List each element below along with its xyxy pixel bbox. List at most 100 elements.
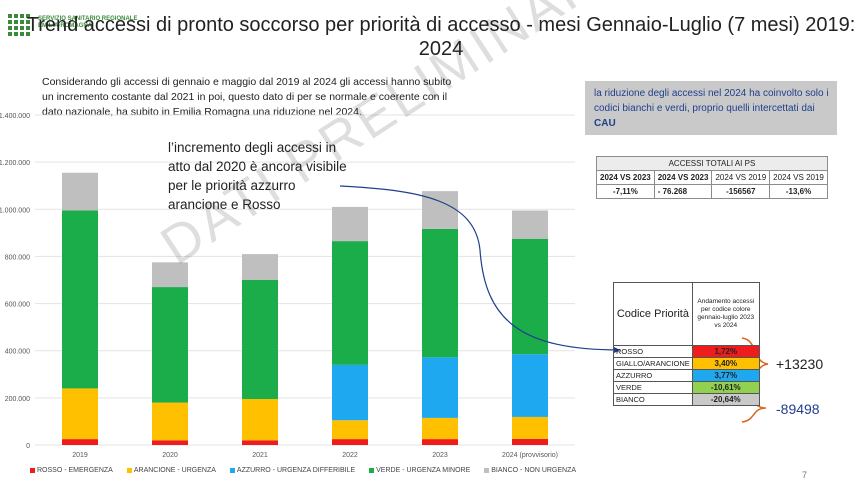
- priority-row: AZZURRO 3,77%: [613, 369, 760, 382]
- bar-segment: [332, 439, 368, 445]
- bar-segment: [512, 438, 548, 445]
- priority-row: BIANCO -20,64%: [613, 393, 760, 406]
- page-number: 7: [802, 470, 808, 480]
- legend-item: AZZURRO - URGENZA DIFFERIBILE: [229, 467, 356, 474]
- chart-legend: ROSSO - EMERGENZA ARANCIONE - URGENZA AZZU…: [30, 467, 590, 474]
- totals-col-4: 2024 VS 2019: [769, 170, 828, 185]
- priority-value: 1,72%: [691, 345, 760, 358]
- x-tick-label: 2019: [72, 452, 88, 459]
- logo-line2: EMILIA-ROMAGNA: [38, 23, 92, 29]
- legend-label: VERDE - URGENZA MINORE: [376, 467, 471, 474]
- x-tick-label: 2023: [432, 452, 448, 459]
- y-tick-label: 800.000: [5, 254, 30, 261]
- bar-segment: [152, 440, 188, 445]
- bar-segment: [332, 364, 368, 421]
- x-tick-label: 2021: [252, 452, 268, 459]
- bar-segment: [512, 354, 548, 417]
- priority-value: -10,61%: [691, 381, 760, 394]
- bar-segment: [242, 280, 278, 400]
- bar-segment: [332, 206, 368, 242]
- totals-table: ACCESSI TOTALI AI PS 2024 VS 2023 2024 V…: [596, 156, 828, 199]
- totals-val-3: -156567: [711, 184, 771, 199]
- priority-row: VERDE -10,61%: [613, 381, 760, 394]
- legend-label: AZZURRO - URGENZA DIFFERIBILE: [236, 467, 356, 474]
- bar-segment: [152, 287, 188, 403]
- logo-line1: SERVIZIO SANITARIO REGIONALE: [38, 16, 138, 22]
- y-tick-label: 1.400.000: [0, 113, 30, 120]
- bar-segment: [422, 357, 458, 418]
- x-tick-label: 2024 (provvisorio): [502, 452, 558, 459]
- priority-value: 3,77%: [691, 369, 760, 382]
- legend-swatch: [484, 467, 490, 473]
- priority-value: -20,64%: [691, 393, 760, 406]
- bar-segment: [332, 241, 368, 365]
- bar-segment: [242, 440, 278, 445]
- chart-bars: [62, 172, 548, 445]
- totals-col-1: 2024 VS 2023: [596, 170, 655, 185]
- priority-table: Codice Priorità Andamento accessi per co…: [613, 282, 760, 406]
- legend-label: BIANCO - NON URGENZA: [491, 467, 577, 474]
- note-box: [585, 81, 837, 135]
- slide-title: Trend accessi di pronto soccorso per pri…: [26, 14, 856, 60]
- y-tick-label: 0: [26, 443, 30, 450]
- callout-text: l’incremento degli accessi in atto dal 2…: [168, 140, 347, 212]
- bar-segment: [62, 439, 98, 445]
- legend-swatch: [126, 467, 132, 473]
- legend-item: ARANCIONE - URGENZA: [126, 467, 216, 474]
- priority-value: 3,40%: [691, 357, 760, 370]
- legend-swatch: [30, 467, 35, 473]
- x-tick-label: 2022: [342, 452, 358, 459]
- bar-segment: [242, 399, 278, 441]
- legend-item: VERDE - URGENZA MINORE: [369, 467, 470, 474]
- priority-label: BIANCO: [613, 393, 693, 406]
- bar-segment: [62, 172, 98, 211]
- note-highlight: CAU: [594, 118, 616, 129]
- bar-segment: [422, 417, 458, 440]
- legend-item: BIANCO - NON URGENZA: [484, 467, 576, 474]
- bar-segment: [422, 439, 458, 445]
- regione-logo-icon: [8, 14, 30, 36]
- chart-gridlines: [35, 114, 575, 446]
- priority-row: GIALLO/ARANCIONE 3,40%: [613, 357, 760, 370]
- priority-label: ROSSO: [613, 345, 693, 358]
- totals-col-3: 2024 VS 2019: [711, 170, 771, 185]
- bar-segment: [152, 262, 188, 288]
- legend-item: ROSSO - EMERGENZA: [30, 467, 113, 474]
- bar-segment: [62, 210, 98, 389]
- y-tick-label: 400.000: [5, 349, 30, 356]
- legend-label: ROSSO - EMERGENZA: [37, 467, 113, 474]
- totals-val-2: - 76.268: [653, 184, 713, 199]
- group-total-down: -89498: [776, 401, 820, 417]
- priority-label: GIALLO/ARANCIONE: [613, 357, 693, 370]
- bar-segment: [152, 402, 188, 441]
- totals-val-1: -7,11%: [596, 184, 655, 199]
- x-tick-label: 2020: [162, 452, 178, 459]
- totals-val-4: -13,6%: [769, 184, 828, 199]
- logo-text: SERVIZIO SANITARIO REGIONALE EMILIA-ROMA…: [38, 16, 137, 30]
- y-tick-label: 1.200.000: [0, 160, 30, 167]
- y-tick-label: 200.000: [5, 396, 30, 403]
- totals-col-2: 2024 VS 2023: [653, 170, 713, 185]
- group-total-up: +13230: [776, 356, 824, 372]
- legend-swatch: [229, 467, 235, 473]
- bar-segment: [512, 416, 548, 439]
- note-text: la riduzione degli accessi nel 2024 ha c…: [594, 86, 834, 131]
- totals-table-header: ACCESSI TOTALI AI PS: [596, 156, 828, 171]
- y-tick-label: 1.000.000: [0, 207, 30, 214]
- y-tick-label: 600.000: [5, 302, 30, 309]
- legend-swatch: [369, 467, 375, 473]
- bar-segment: [422, 228, 458, 358]
- priority-label: AZZURRO: [613, 369, 693, 382]
- bar-segment: [242, 254, 278, 280]
- chart-x-ticks: 2019 2020 2021 2022 2023 2024 (provvisorio): [72, 452, 558, 459]
- priority-label: VERDE: [613, 381, 693, 394]
- priority-row: ROSSO 1,72%: [613, 345, 760, 358]
- note-body: la riduzione degli accessi nel 2024 ha c…: [594, 88, 829, 114]
- legend-label: ARANCIONE - URGENZA: [133, 467, 216, 474]
- stacked-bar-chart: 0 200.000 400.000 600.000 800.000 1.000.000 1.…: [0, 113, 575, 459]
- bar-segment: [512, 210, 548, 239]
- bar-segment: [332, 420, 368, 440]
- bar-segment: [62, 388, 98, 440]
- priority-col2-header: Andamento accessi per codice colore genn…: [691, 282, 760, 346]
